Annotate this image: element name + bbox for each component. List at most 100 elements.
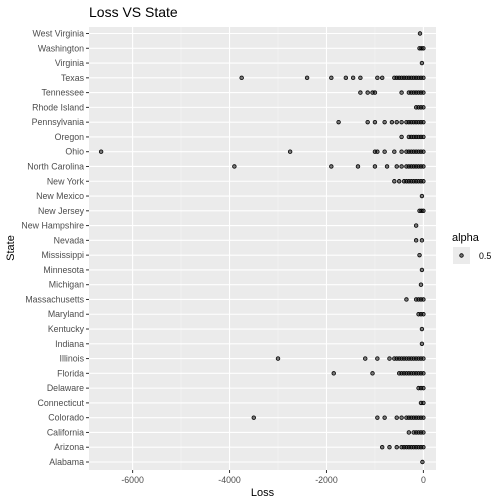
x-axis: -6000 -4000 -2000 0 [121, 470, 426, 485]
data-point [421, 149, 426, 154]
data-point [421, 164, 426, 169]
data-points [98, 31, 426, 465]
y-tick-label: New Mexico [36, 191, 84, 201]
y-axis: Alabama Arizona California Colorado Connecti… [21, 29, 89, 467]
data-point [421, 400, 426, 406]
data-point [399, 164, 404, 169]
data-point [343, 75, 349, 81]
data-point [421, 119, 426, 125]
data-point [375, 356, 380, 361]
y-tick-label: Arizona [54, 442, 84, 452]
y-tick-label: Pennsylvania [32, 117, 84, 127]
y-tick-label: Minnesota [43, 265, 84, 275]
y-tick-label: Kentucky [48, 324, 85, 334]
data-point [418, 282, 424, 287]
data-point [394, 119, 399, 125]
y-tick-label: Florida [57, 368, 84, 378]
y-tick-label: North Carolina [27, 161, 84, 171]
data-point [375, 149, 380, 154]
y-tick-label: Massachusetts [25, 294, 84, 304]
data-point [399, 134, 404, 140]
data-point [413, 238, 419, 243]
data-point [387, 445, 392, 450]
data-point [372, 164, 378, 169]
data-point [358, 90, 363, 95]
data-point [419, 60, 425, 66]
data-point [421, 179, 426, 184]
data-point [421, 371, 426, 376]
legend-title: alpha [452, 232, 480, 244]
x-tick-label: -2000 [315, 475, 338, 485]
x-tick-label: -4000 [218, 475, 241, 485]
data-point [98, 149, 104, 154]
y-tick-label: Colorado [48, 413, 84, 423]
data-point [421, 312, 426, 317]
data-point [365, 90, 370, 95]
data-point [421, 75, 426, 81]
y-tick-label: Illinois [60, 354, 85, 364]
data-point [329, 75, 334, 81]
data-point [389, 119, 395, 125]
data-point [421, 90, 426, 95]
data-point [421, 208, 426, 214]
data-point [287, 149, 293, 154]
data-point [421, 297, 426, 302]
data-point [380, 75, 385, 81]
y-tick-label: Rhode Island [32, 102, 84, 112]
y-tick-label: California [47, 427, 84, 437]
y-tick-label: Delaware [47, 383, 84, 393]
y-tick-label: Tennessee [41, 88, 84, 98]
data-point [251, 415, 256, 420]
data-point [358, 75, 363, 81]
data-point [394, 164, 399, 169]
y-tick-label: Washington [38, 43, 84, 53]
data-point [331, 371, 336, 376]
data-point [413, 223, 419, 228]
data-point [387, 356, 392, 361]
chart-title: Loss VS State [89, 4, 178, 20]
y-tick-label: Oregon [55, 132, 84, 142]
y-tick-label: Connecticut [38, 398, 85, 408]
data-point [420, 459, 425, 465]
data-point [239, 75, 244, 81]
data-point [382, 415, 387, 420]
legend: alpha 0.5 [452, 232, 491, 264]
data-point [382, 149, 387, 154]
y-tick-label: Ohio [65, 147, 84, 157]
data-point [419, 267, 425, 273]
x-tick-label: -6000 [121, 475, 144, 485]
y-tick-label: West Virginia [32, 29, 84, 39]
y-tick-label: New Hampshire [21, 221, 84, 231]
y-tick-label: Nevada [54, 235, 84, 245]
data-point [394, 415, 399, 420]
data-point [421, 105, 426, 110]
data-point [417, 31, 423, 36]
y-axis-title: State [5, 235, 17, 261]
data-point [404, 297, 409, 302]
data-point [380, 445, 385, 450]
legend-key-point [459, 253, 464, 258]
data-point [417, 252, 422, 258]
data-point [275, 356, 281, 361]
data-point [304, 75, 310, 81]
data-point [382, 119, 387, 125]
data-point [375, 75, 380, 81]
data-point [370, 371, 375, 376]
data-point [363, 356, 368, 361]
data-point [396, 179, 402, 184]
data-point [329, 164, 334, 169]
data-point [350, 75, 356, 81]
data-point [399, 149, 404, 154]
data-point [406, 430, 412, 435]
data-point [419, 326, 425, 332]
data-point [365, 119, 370, 125]
y-tick-label: Texas [61, 73, 85, 83]
data-point [372, 119, 378, 125]
y-tick-label: New York [47, 176, 85, 186]
data-point [419, 341, 425, 346]
data-point [421, 430, 426, 435]
data-point [399, 90, 404, 95]
data-point [394, 445, 399, 450]
grid-minor [180, 27, 376, 470]
y-tick-label: Maryland [48, 309, 84, 319]
